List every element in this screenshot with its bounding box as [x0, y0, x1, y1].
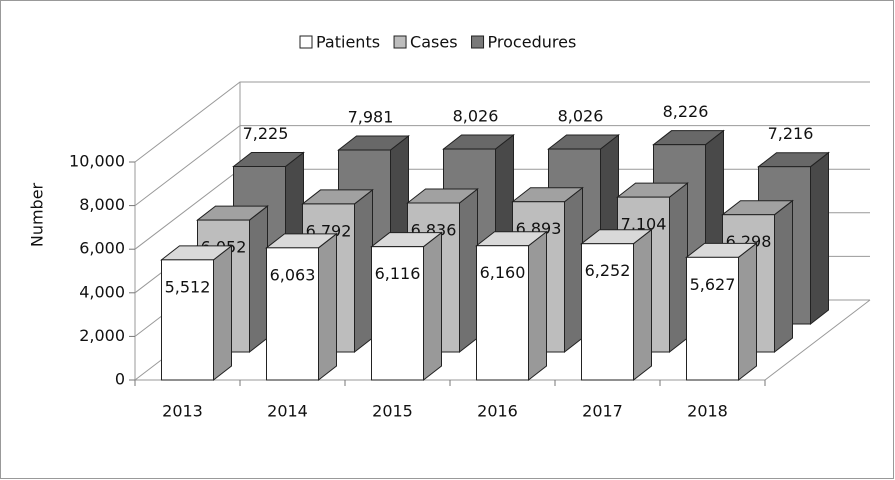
y-tick-label: 0	[115, 370, 125, 389]
bar-side	[318, 232, 337, 382]
bar-group	[475, 230, 548, 382]
bar	[266, 247, 319, 381]
bar-group	[370, 231, 443, 382]
x-tick-label: 2018	[687, 402, 728, 421]
bar-side	[669, 182, 688, 354]
x-tick-label: 2013	[162, 402, 203, 421]
data-label: 8,226	[663, 102, 709, 121]
x-tick-label: 2014	[267, 402, 308, 421]
bar	[161, 259, 214, 381]
bar	[686, 256, 739, 381]
bar-side	[213, 244, 232, 382]
legend-label: Procedures	[488, 33, 577, 52]
y-tick-label: 6,000	[79, 239, 125, 258]
bar	[581, 243, 634, 381]
y-tick-label: 4,000	[79, 282, 125, 301]
bar	[476, 245, 529, 381]
bar-side	[459, 187, 478, 354]
data-label: 8,026	[453, 107, 499, 126]
x-tick-label: 2015	[372, 402, 413, 421]
bar-side	[564, 186, 583, 354]
x-tick-label: 2016	[477, 402, 518, 421]
data-label: 6,116	[375, 264, 421, 283]
data-label: 8,026	[558, 107, 604, 126]
data-label: 6,063	[270, 265, 316, 284]
legend-swatch	[471, 35, 485, 49]
bar-side	[738, 242, 757, 382]
data-label: 7,216	[768, 124, 814, 143]
legend-label: Cases	[410, 33, 458, 52]
y-axis-label: Number	[28, 182, 47, 247]
bar-side	[774, 199, 793, 354]
bar-group	[160, 244, 233, 382]
data-label: 5,512	[165, 277, 211, 296]
legend-swatch	[299, 35, 313, 49]
data-label: 6,160	[480, 263, 526, 282]
bar	[371, 246, 424, 381]
y-tick-label: 8,000	[79, 195, 125, 214]
data-label: 7,981	[348, 108, 394, 127]
x-tick-label: 2017	[582, 402, 623, 421]
y-tick-label: 2,000	[79, 326, 125, 345]
bar-group	[580, 228, 653, 382]
legend-swatch	[393, 35, 407, 49]
data-label: 7,225	[243, 124, 289, 143]
data-label: 5,627	[690, 275, 736, 294]
bar-group	[265, 232, 338, 382]
bar-side	[423, 231, 442, 382]
legend-label: Patients	[316, 33, 380, 52]
bar-side	[633, 228, 652, 382]
bar-group	[685, 242, 758, 382]
y-tick-label: 10,000	[69, 152, 125, 171]
bar-side	[810, 151, 829, 326]
bar-side	[528, 230, 547, 382]
data-label: 6,252	[585, 261, 631, 280]
data-label: 7,104	[621, 215, 667, 234]
bar-side	[354, 188, 373, 354]
bar-side	[249, 205, 268, 354]
